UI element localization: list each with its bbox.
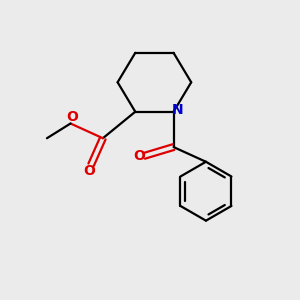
Text: N: N xyxy=(172,103,183,117)
Text: O: O xyxy=(84,164,96,178)
Text: O: O xyxy=(133,149,145,163)
Text: O: O xyxy=(66,110,78,124)
